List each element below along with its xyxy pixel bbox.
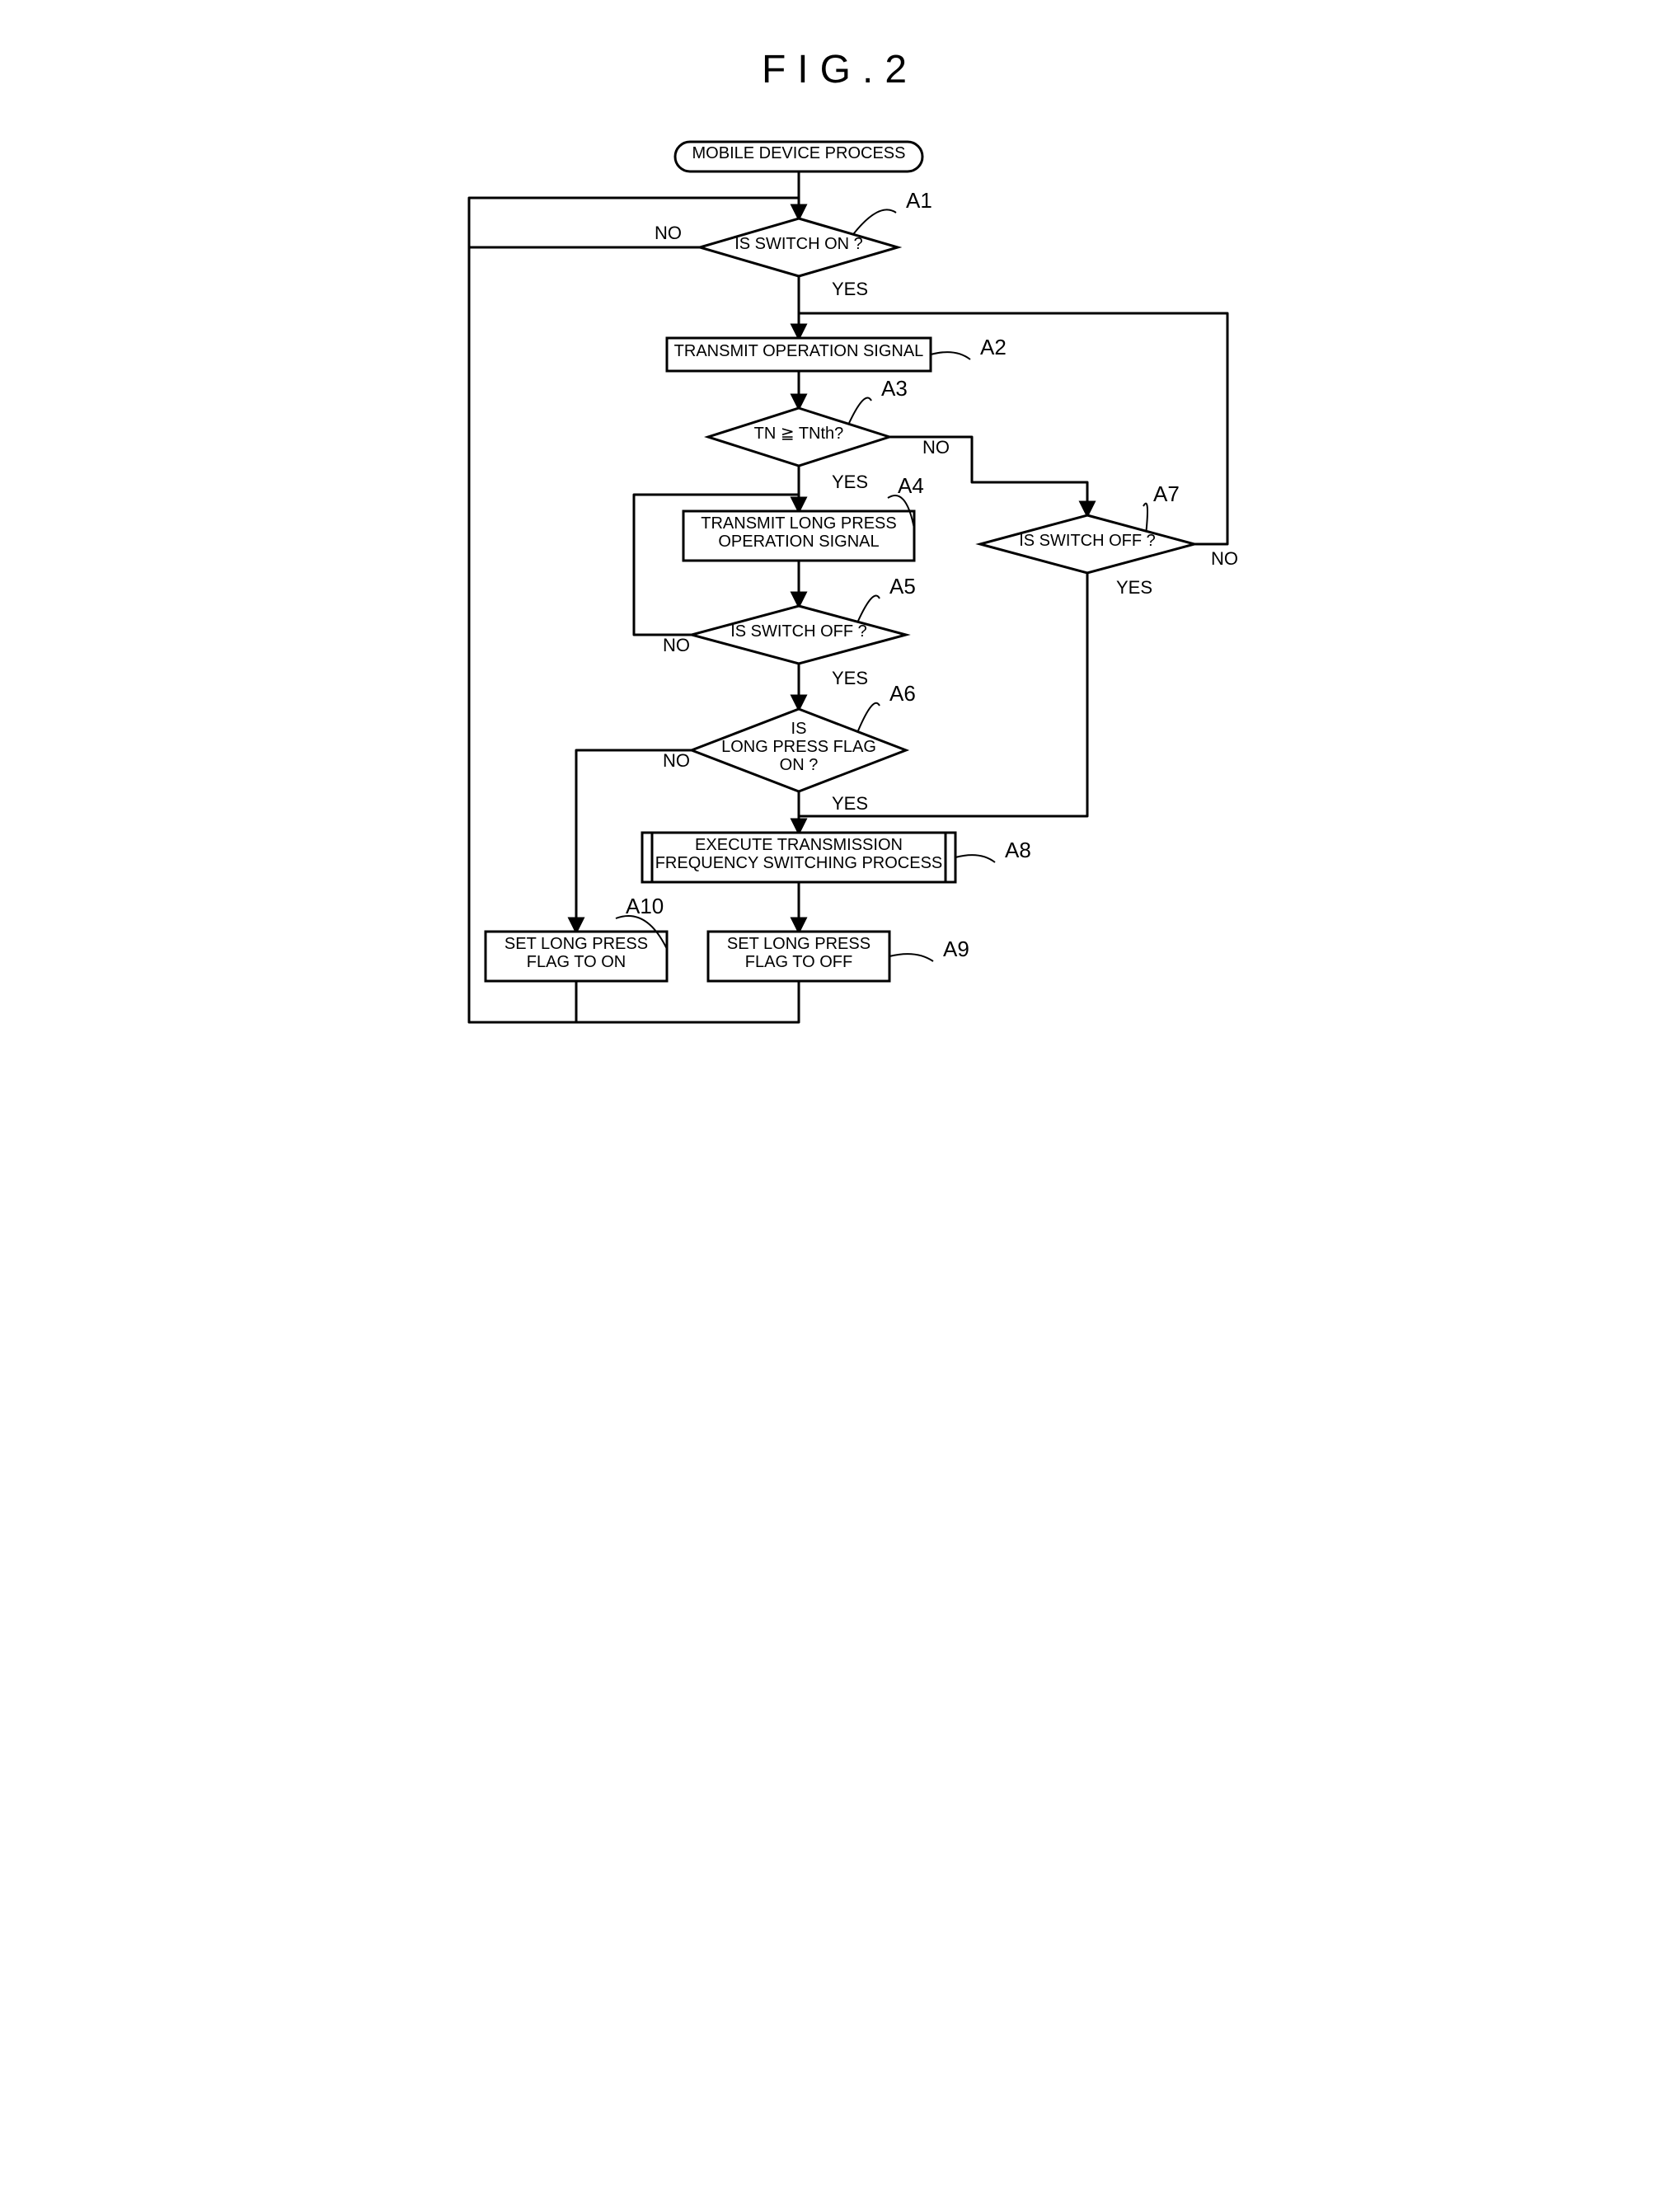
node-label: IS SWITCH OFF ? bbox=[730, 622, 867, 641]
node-tag: A3 bbox=[881, 376, 908, 401]
tag-leader bbox=[1143, 504, 1147, 532]
edge-label: NO bbox=[1211, 548, 1238, 569]
node-tag: A8 bbox=[1005, 838, 1031, 862]
edge-label: NO bbox=[663, 635, 690, 655]
node-label: TRANSMIT LONG PRESSOPERATION SIGNAL bbox=[701, 514, 896, 551]
tag-leader bbox=[955, 855, 995, 862]
node-tag: A2 bbox=[980, 335, 1007, 359]
node-label: MOBILE DEVICE PROCESS bbox=[692, 144, 906, 162]
edge-label: NO bbox=[922, 437, 950, 458]
flow-edge bbox=[799, 573, 1087, 816]
node-tag: A10 bbox=[626, 894, 664, 918]
node-tag: A5 bbox=[889, 574, 916, 599]
flowchart-diagram: FIG.2 YES NO YES NO YES NO YES NO YES NO MOBILE DEV… bbox=[420, 33, 1260, 1138]
edge-label: NO bbox=[655, 223, 682, 243]
tag-leader bbox=[853, 209, 896, 234]
node-label: EXECUTE TRANSMISSIONFREQUENCY SWITCHING … bbox=[655, 836, 943, 872]
node-label: IS SWITCH OFF ? bbox=[1019, 532, 1156, 550]
node-tag: A7 bbox=[1153, 481, 1180, 506]
figure-title: FIG.2 bbox=[762, 48, 918, 92]
edge-label: YES bbox=[832, 793, 868, 814]
edge-label: YES bbox=[832, 472, 868, 492]
edge-label: NO bbox=[663, 750, 690, 771]
node-tag: A9 bbox=[943, 937, 969, 961]
node-label: SET LONG PRESSFLAG TO OFF bbox=[727, 935, 871, 971]
node-tag: A1 bbox=[906, 188, 932, 213]
node-tag: A6 bbox=[889, 681, 916, 706]
node-label: TRANSMIT OPERATION SIGNAL bbox=[674, 342, 924, 360]
tag-leader bbox=[858, 596, 880, 622]
node-label: IS SWITCH ON ? bbox=[734, 235, 863, 253]
tag-leader bbox=[849, 398, 872, 425]
node-tag: A4 bbox=[898, 473, 924, 498]
node-label: TN ≧ TNth? bbox=[754, 425, 844, 443]
tag-leader bbox=[858, 703, 880, 732]
edge-label: YES bbox=[1116, 577, 1152, 598]
edge-label: YES bbox=[832, 668, 868, 688]
tag-leader bbox=[889, 954, 933, 961]
edge-label: YES bbox=[832, 279, 868, 299]
tag-leader bbox=[931, 352, 970, 359]
